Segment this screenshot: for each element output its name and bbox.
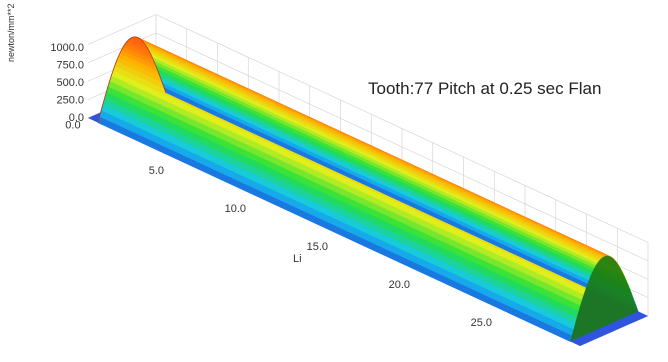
grid-line (155, 32, 649, 262)
x-tick-label: 10.0 (225, 203, 246, 215)
z-axis-label: newton/mm**2 (6, 3, 16, 62)
x-tick-label: 25.0 (471, 317, 492, 329)
z-tick-label: 250.0 (56, 95, 84, 107)
z-tick-label: 500.0 (56, 77, 84, 89)
surface-band (161, 82, 637, 308)
surface-band (107, 80, 583, 306)
x-tick-label: 15.0 (307, 241, 328, 253)
surface-start-edge (97, 36, 167, 123)
surface-band (158, 73, 634, 298)
grid-line (87, 32, 157, 64)
surface-end-cap (570, 255, 639, 342)
grid-line (87, 14, 157, 45)
x-tick-label: 5.0 (149, 165, 164, 177)
surface-band (109, 74, 585, 301)
surface-band (104, 91, 580, 318)
z-axis-ticks: 1000.0 750.0 500.0 250.0 0.00.0 (50, 42, 84, 132)
z-tick-label: 0.0 (65, 120, 80, 132)
z-tick-label: 1000.0 (50, 42, 84, 54)
surface (97, 36, 639, 342)
x-tick-label: 20.0 (389, 279, 410, 291)
surface-band (160, 77, 636, 303)
grid-line (155, 14, 649, 243)
surface-band (163, 87, 639, 313)
chart-title: Tooth:77 Pitch at 0.25 sec Flan (368, 79, 601, 98)
x-axis-ticks: 5.0 10.0 15.0 20.0 25.0 (149, 165, 492, 329)
z-tick-label: 750.0 (56, 60, 84, 72)
z-tick-label: 0.0 (69, 112, 84, 124)
x-axis-label: Li (293, 253, 302, 265)
